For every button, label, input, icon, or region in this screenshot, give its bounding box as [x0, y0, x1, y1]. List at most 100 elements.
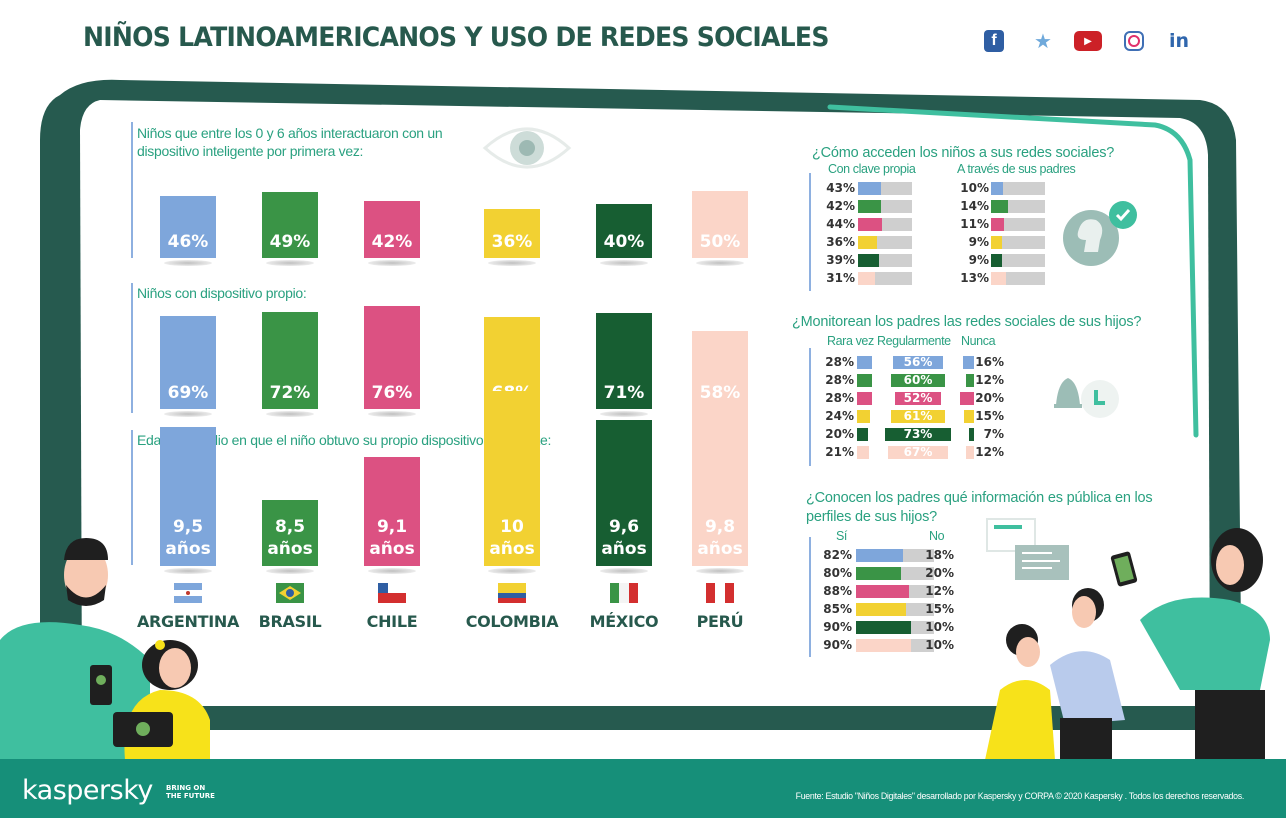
public-no-label: 10%	[925, 638, 954, 652]
monitor-rare-label: 28%	[825, 391, 854, 405]
access-bar-argentina	[858, 182, 882, 195]
bar-chile: 42%	[364, 201, 420, 258]
bar-value-label: 46%	[167, 231, 209, 252]
access-pct-label: 39%	[826, 253, 855, 267]
monitor-col1-header: Rara vez	[827, 334, 874, 348]
access-bar-track	[991, 236, 1045, 249]
monitor-never-bar-argentina	[962, 356, 974, 369]
public-no-label: 15%	[925, 602, 954, 616]
panel-divider	[809, 537, 811, 657]
monitor-never-label: 16%	[975, 355, 1004, 369]
public-yes-label: 85%	[823, 602, 852, 616]
access-col1-header: Con clave propia	[828, 162, 916, 176]
profile-check-icon	[1063, 201, 1137, 266]
monitor-rare-label: 28%	[825, 373, 854, 387]
bar-colombia: 10 años	[484, 390, 540, 566]
public-yes-label: 80%	[823, 566, 852, 580]
bar-unit-label: años	[601, 539, 647, 559]
monitor-col2-header: Regularmente	[877, 334, 951, 348]
facebook-icon[interactable]: f	[984, 30, 1004, 52]
access-bar-chile	[858, 218, 882, 231]
tagline: BRING ON THE FUTURE	[166, 784, 215, 800]
bar-argentina: 69%	[160, 315, 216, 409]
tagline-line1: BRING ON	[166, 784, 206, 792]
flag-mexico-icon	[610, 583, 638, 603]
monitor-rare-label: 20%	[825, 427, 854, 441]
access-pct-label: 10%	[960, 181, 989, 195]
access-pct-label: 43%	[826, 181, 855, 195]
monitor-title: ¿Monitorean los padres las redes sociale…	[792, 314, 1142, 330]
bar-shadow	[164, 568, 212, 574]
bar-value-label: 49%	[269, 231, 311, 252]
bar-brasil: 8,5 años	[262, 500, 318, 566]
twitter-icon[interactable]: ★	[1034, 30, 1052, 53]
youtube-icon[interactable]: ▶	[1074, 31, 1102, 51]
monitor-never-label: 12%	[975, 445, 1004, 459]
monitor-rare-bar-argentina	[857, 356, 873, 369]
own-device-title: Niños con dispositivo propio:	[137, 285, 307, 301]
country-label-colombia: COLOMBIA	[465, 612, 559, 631]
bar-mexico: 40%	[596, 204, 652, 258]
flag-colombia-icon	[498, 583, 526, 603]
bar-argentina: 9,5 años	[160, 427, 216, 566]
linkedin-icon[interactable]: in	[1168, 30, 1190, 52]
bar-value-label: 9,8	[704, 516, 736, 537]
flag-argentina-icon	[174, 583, 202, 603]
public-yes-bar-colombia	[856, 603, 907, 616]
monitor-rare-bar-peru	[857, 446, 869, 459]
monitor-regular-bar-chile: 52%	[894, 392, 942, 405]
bar-shadow	[368, 568, 416, 574]
bar-peru: 58%	[692, 330, 748, 409]
bar-unit-label: años	[165, 538, 211, 559]
monitor-never-label: 7%	[983, 427, 1004, 441]
bar-shadow	[600, 411, 648, 417]
access-bar-brasil	[991, 200, 1008, 213]
footer	[0, 759, 1286, 818]
family-illustration-right	[985, 528, 1270, 760]
access-pct-label: 42%	[826, 199, 855, 213]
monitor-never-label: 12%	[975, 373, 1004, 387]
access-bar-argentina	[991, 182, 1003, 195]
monitor-col3-header: Nunca	[961, 334, 996, 348]
bar-shadow	[266, 568, 314, 574]
monitor-never-label: 15%	[975, 409, 1004, 423]
bar-mexico: 71%	[596, 313, 652, 409]
bar-unit-label: años	[267, 538, 313, 559]
bell-clock-icon	[1054, 378, 1119, 418]
access-pct-label: 9%	[968, 235, 989, 249]
access-bar-brasil	[858, 200, 881, 213]
monitor-never-label: 20%	[975, 391, 1004, 405]
source-note: Fuente: Estudio "Niños Digitales" desarr…	[795, 791, 1245, 801]
tagline-line2: THE FUTURE	[166, 792, 215, 800]
monitor-rare-bar-mexico	[857, 428, 868, 441]
monitor-never-bar-peru	[965, 446, 974, 459]
public-info-no-header: No	[929, 529, 945, 543]
instagram-icon[interactable]	[1124, 31, 1144, 51]
bar-unit-label: años	[369, 539, 415, 559]
public-info-title-line2: perfiles de sus hijos?	[806, 509, 938, 525]
public-info-yes-header: Sí	[836, 529, 848, 543]
monitor-rare-bar-brasil	[857, 374, 873, 387]
monitor-never-bar-mexico	[969, 428, 974, 441]
country-label-chile: CHILE	[366, 612, 418, 631]
monitor-regular-bar-brasil: 60%	[891, 374, 945, 387]
public-no-label: 12%	[925, 584, 954, 598]
bar-value-label: 72%	[269, 382, 311, 403]
public-no-label: 10%	[925, 620, 954, 634]
bar-value-label: 40%	[603, 232, 645, 252]
monitor-never-bar-brasil	[965, 374, 974, 387]
panel-divider	[809, 348, 811, 466]
public-no-label: 18%	[925, 548, 954, 562]
bar-value-label: 9,5	[172, 516, 204, 537]
bar-brasil: 72%	[262, 311, 318, 409]
monitor-regular-bar-argentina: 56%	[892, 356, 944, 369]
public-yes-label: 90%	[823, 620, 852, 634]
bar-value-label: 50%	[699, 232, 741, 252]
bar-unit-label: años	[489, 538, 535, 559]
bar-peru: 50%	[692, 190, 748, 258]
bar-shadow	[696, 568, 744, 574]
bar-shadow	[368, 260, 416, 266]
public-yes-bar-argentina	[856, 549, 904, 562]
bar-value-label: 42%	[371, 231, 413, 252]
